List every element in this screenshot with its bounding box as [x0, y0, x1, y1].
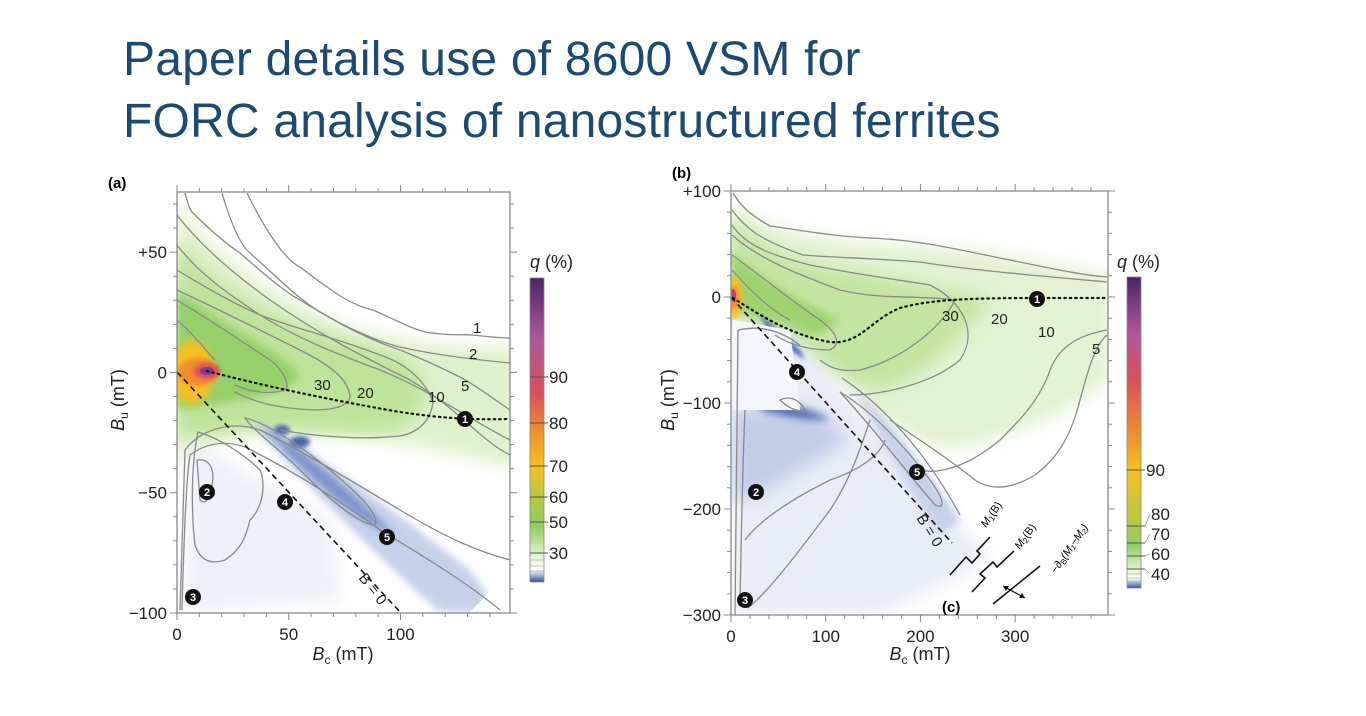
contour-label: 30	[942, 308, 959, 325]
x-axis-label-a: Bc (mT)	[313, 644, 374, 667]
inset-m2-label: M2(B)	[1013, 522, 1040, 553]
svg-text:5: 5	[914, 467, 920, 479]
colorbar-tick-leader	[1144, 513, 1151, 527]
headline-line-2: FORC analysis of nanostructured ferrites	[123, 95, 1001, 148]
colorbar-tick-label: 40	[1151, 565, 1170, 584]
x-tick-label: 50	[279, 625, 298, 644]
contour-label: 10	[428, 389, 445, 406]
colorbar-tick-label: 80	[549, 414, 568, 433]
panel-label-b: (b)	[672, 165, 691, 182]
contour-label: 20	[357, 385, 374, 402]
panel-b: (b)	[658, 165, 1170, 667]
colorbar-tick-leader	[1144, 553, 1151, 557]
svg-text:2: 2	[204, 487, 210, 499]
x-tick-label: 100	[812, 627, 840, 646]
y-tick-label: −300	[683, 606, 721, 625]
numbered-marker: 2	[748, 484, 764, 500]
colorbar-tick-label: 90	[549, 368, 568, 387]
contour-label: 5	[461, 378, 469, 395]
plot-frame-a	[176, 191, 511, 614]
numbered-marker: 5	[379, 529, 395, 545]
colorbar-tick-leader	[1144, 568, 1151, 575]
colorbar-tick-label: 90	[1146, 461, 1165, 480]
inset-c: M1(B) M2(B) −∂B(M₁−M₂) (c)	[942, 500, 1093, 616]
inset-label-c: (c)	[942, 599, 960, 616]
y-tick-label: −50	[138, 484, 167, 503]
diff-line	[992, 565, 1041, 605]
colorbar-tick-label: 70	[1151, 525, 1170, 544]
y-tick-label: −200	[683, 500, 721, 519]
numbered-marker: 4	[789, 364, 805, 380]
contour-label: 10	[1038, 324, 1055, 341]
headline-line-1: Paper details use of 8600 VSM for	[123, 33, 861, 86]
numbered-marker: 4	[277, 494, 293, 510]
svg-text:3: 3	[190, 592, 196, 604]
contour-label: 30	[314, 377, 331, 394]
colorbar-tick-label: 60	[1151, 545, 1170, 564]
colorbar-tick-leader	[1144, 533, 1151, 544]
panel-a: (a)	[108, 175, 573, 667]
y-tick-label: +100	[683, 182, 721, 201]
colorbar-tick-label: 60	[549, 488, 568, 507]
x-tick-label: 0	[726, 627, 735, 646]
y-tick-label: 0	[158, 363, 167, 382]
m1-curve	[949, 536, 991, 576]
numbered-marker: 5	[909, 464, 925, 480]
m2-curve	[971, 550, 1015, 593]
colorbar-tick-label: 70	[549, 457, 568, 476]
contour-label: 2	[469, 346, 477, 363]
numbered-marker: 3	[185, 589, 201, 605]
numbered-marker: 2	[199, 484, 215, 500]
contour-label: 20	[991, 311, 1008, 328]
y-tick-label: 0	[712, 288, 721, 307]
colorbar-title-b: q (%)	[1117, 252, 1160, 272]
ridge-dotted-line-a	[205, 369, 512, 421]
svg-text:4: 4	[794, 367, 801, 379]
y-axis-label-a: Bu (mT)	[108, 369, 131, 431]
b-zero-line-a	[176, 371, 402, 614]
y-axis-label-b: Bu (mT)	[658, 369, 681, 431]
svg-text:3: 3	[742, 595, 748, 607]
x-tick-label: 200	[906, 627, 934, 646]
svg-text:1: 1	[462, 414, 468, 426]
colorbar-b	[1126, 276, 1142, 589]
heatmap-b	[731, 192, 1108, 615]
svg-text:4: 4	[282, 497, 289, 509]
inset-m1-label: M1(B)	[979, 500, 1006, 531]
y-tick-label: −100	[129, 604, 167, 623]
b-zero-label-a: B = 0	[355, 570, 390, 608]
ridge-dotted-line-b	[731, 296, 1109, 344]
colorbar-tick-label: 80	[1151, 505, 1170, 524]
svg-text:2: 2	[753, 487, 759, 499]
svg-text:5: 5	[384, 532, 390, 544]
contour-label: 1	[473, 320, 481, 337]
contour-label: 5	[1092, 341, 1100, 358]
svg-text:1: 1	[1034, 294, 1040, 306]
x-axis-label-b: Bc (mT)	[890, 644, 951, 667]
colorbar-a	[529, 277, 545, 583]
heatmap-a	[177, 192, 510, 612]
y-tick-label: −100	[683, 394, 721, 413]
x-tick-label: 300	[1001, 627, 1029, 646]
panel-label-a: (a)	[108, 175, 126, 192]
y-tick-label: +50	[138, 243, 167, 262]
numbered-marker: 3	[737, 592, 753, 608]
colorbar-tick-label: 30	[549, 544, 568, 563]
x-tick-label: 0	[172, 625, 181, 644]
numbered-marker: 1	[457, 411, 473, 427]
x-tick-label: 100	[386, 625, 414, 644]
inset-diff-label: −∂B(M₁−M₂)	[1049, 522, 1093, 576]
numbered-marker: 1	[1029, 291, 1045, 307]
colorbar-tick-label: 50	[549, 513, 568, 532]
colorbar-title-a: q (%)	[530, 252, 573, 272]
b-zero-line-b	[730, 296, 953, 544]
